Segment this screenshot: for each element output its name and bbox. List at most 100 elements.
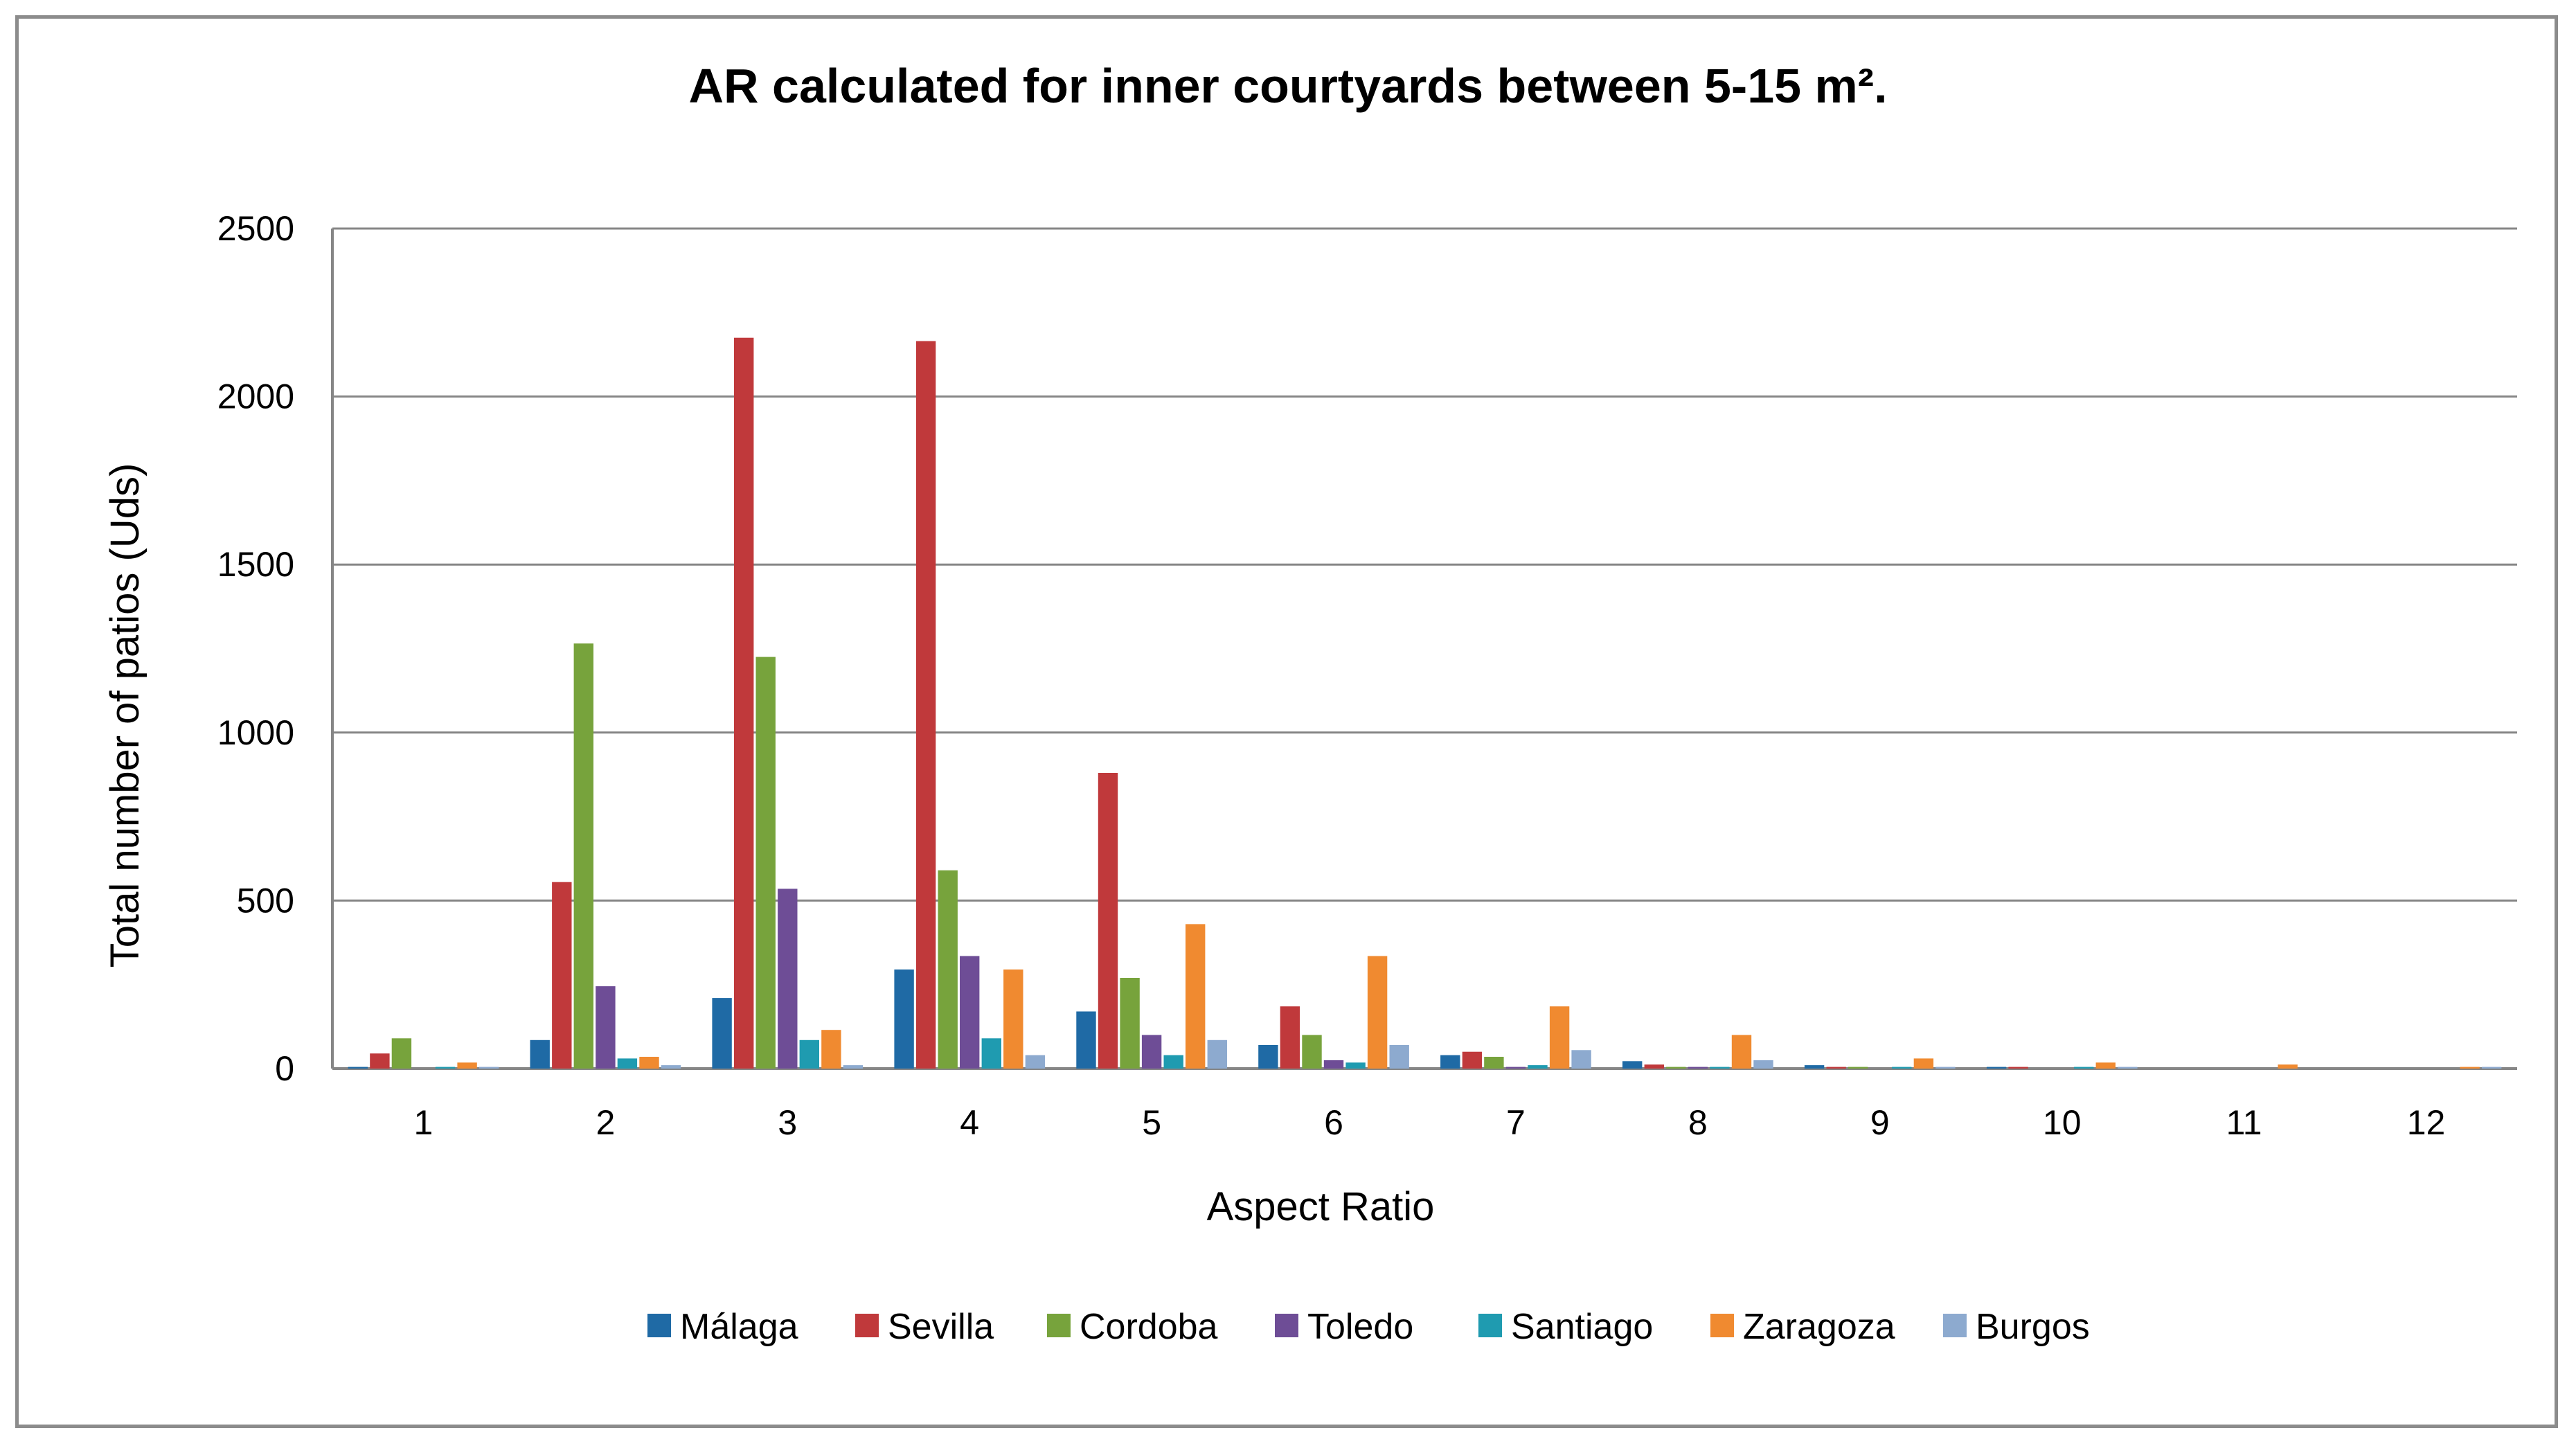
y-tick-label: 2500: [217, 209, 294, 248]
bar: [1367, 956, 1388, 1069]
legend-swatch: [1047, 1314, 1071, 1337]
bar: [1622, 1061, 1643, 1069]
legend-label: Zaragoza: [1743, 1307, 1895, 1347]
y-tick-label: 1500: [217, 545, 294, 584]
x-tick-label: 1: [414, 1103, 433, 1142]
bar: [1571, 1050, 1591, 1069]
bar: [1280, 1006, 1300, 1069]
legend-label: Santiago: [1511, 1307, 1653, 1347]
y-tick-label: 1000: [217, 713, 294, 752]
legend-swatch: [1478, 1314, 1502, 1337]
y-tick-label: 0: [275, 1049, 294, 1088]
bar: [435, 1066, 456, 1069]
bar: [1440, 1055, 1460, 1069]
bar: [1323, 1060, 1344, 1069]
bar: [1025, 1055, 1046, 1069]
bar: [552, 882, 572, 1069]
bar: [1484, 1057, 1504, 1069]
bar: [799, 1039, 819, 1069]
bar: [938, 870, 958, 1069]
bar: [1731, 1035, 1752, 1069]
bar: [1826, 1066, 1846, 1069]
gridlines: [332, 227, 2517, 902]
bar: [2482, 1066, 2502, 1069]
bar: [712, 998, 732, 1069]
bar: [661, 1065, 681, 1069]
bar: [960, 956, 980, 1069]
legend: Málaga Sevilla Cordoba Toledo Santiago Zarago…: [647, 1307, 2090, 1347]
x-tick-label: 12: [2407, 1103, 2446, 1142]
bar: [573, 643, 593, 1069]
legend-swatch: [1943, 1314, 1967, 1337]
legend-swatch: [1275, 1314, 1298, 1337]
bar: [1505, 1066, 1526, 1069]
bar: [1986, 1066, 2007, 1069]
bar: [639, 1057, 659, 1069]
x-tick-label: 9: [1870, 1103, 1890, 1142]
legend-swatch: [1710, 1314, 1734, 1337]
bar: [1644, 1064, 1664, 1069]
x-tick-label: 8: [1688, 1103, 1708, 1142]
bar: [1710, 1066, 1730, 1069]
bar: [457, 1062, 477, 1069]
bar: [734, 337, 754, 1069]
x-axis-title: Aspect Ratio: [1207, 1184, 1435, 1229]
x-tick-label: 5: [1142, 1103, 1161, 1142]
bar: [1098, 773, 1118, 1069]
bar: [2074, 1066, 2094, 1069]
bar: [843, 1065, 864, 1069]
bar: [1913, 1058, 1934, 1069]
bar: [915, 341, 936, 1069]
y-tick-label: 2000: [217, 377, 294, 416]
legend-label: Toledo: [1307, 1307, 1413, 1347]
bar: [1163, 1055, 1183, 1069]
bar: [348, 1066, 368, 1069]
y-axis-title: Total number of patios (Uds): [102, 463, 147, 968]
bar: [1389, 1045, 1409, 1069]
bar: [894, 969, 914, 1069]
bar: [370, 1053, 390, 1069]
bar: [981, 1038, 1001, 1069]
legend-label: Burgos: [1976, 1307, 2090, 1347]
bar: [821, 1030, 841, 1069]
bar: [391, 1038, 412, 1069]
bar: [1186, 924, 1206, 1069]
bar: [1666, 1066, 1686, 1069]
bar: [1688, 1066, 1708, 1069]
y-tick-label: 500: [237, 881, 294, 920]
x-tick-label: 4: [960, 1103, 979, 1142]
bar: [2278, 1064, 2298, 1069]
bar: [1207, 1039, 1227, 1069]
x-tick-labels: 1 2 3 4 5 6 7 8 9 10 11 12: [414, 1103, 2446, 1142]
bar: [1120, 978, 1140, 1069]
bar: [1258, 1045, 1278, 1069]
legend-label: Sevilla: [888, 1307, 994, 1347]
bar: [1848, 1066, 1868, 1069]
bars: [348, 337, 2502, 1069]
bar: [2008, 1066, 2028, 1069]
x-tick-label: 3: [778, 1103, 797, 1142]
bar: [1804, 1065, 1825, 1069]
x-tick-label: 10: [2043, 1103, 2082, 1142]
legend-swatch: [647, 1314, 671, 1337]
bar: [1141, 1035, 1162, 1069]
bar: [2095, 1062, 2116, 1069]
chart-title: AR calculated for inner courtyards betwe…: [688, 59, 1887, 113]
x-tick-label: 11: [2226, 1103, 2262, 1142]
bar: [1892, 1066, 1912, 1069]
bar: [1076, 1011, 1096, 1069]
legend-swatch: [855, 1314, 879, 1337]
y-tick-labels: 0 500 1000 1500 2000 2500: [217, 209, 294, 1088]
legend-label: Málaga: [680, 1307, 798, 1347]
bar: [778, 889, 798, 1069]
bar: [2460, 1066, 2480, 1069]
bar: [1462, 1051, 1483, 1069]
bar: [1345, 1062, 1366, 1069]
bar: [1549, 1006, 1570, 1069]
bar: [617, 1058, 638, 1069]
x-tick-label: 7: [1506, 1103, 1526, 1142]
bar: [596, 986, 616, 1069]
bar: [1302, 1035, 1322, 1069]
bar: [1003, 969, 1023, 1069]
